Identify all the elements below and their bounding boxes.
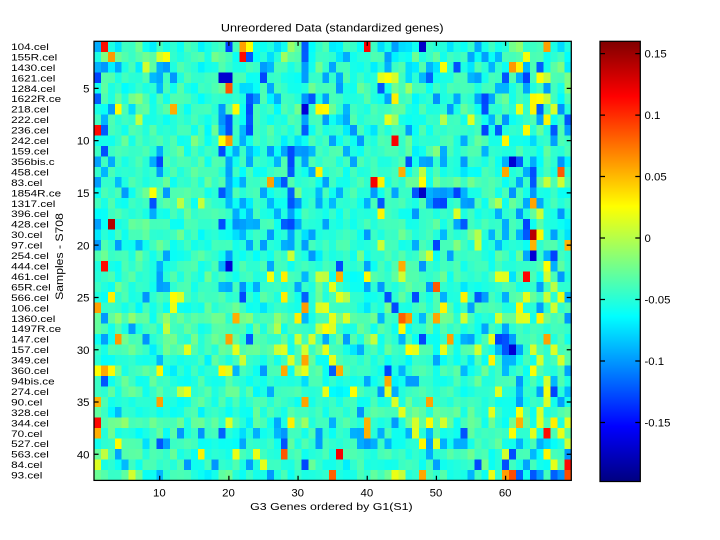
svg-text:242.cel: 242.cel (11, 137, 49, 147)
svg-text:566.cel: 566.cel (11, 294, 49, 304)
svg-text:35: 35 (77, 397, 90, 409)
svg-text:147.cel: 147.cel (11, 336, 49, 346)
svg-text:-0.05: -0.05 (645, 295, 671, 307)
svg-text:94bis.ce: 94bis.ce (11, 378, 55, 388)
svg-text:106.cel: 106.cel (11, 304, 49, 314)
svg-text:218.cel: 218.cel (11, 106, 49, 116)
svg-text:328.cel: 328.cel (11, 409, 49, 419)
svg-text:458.cel: 458.cel (11, 168, 49, 178)
svg-text:1621.cel: 1621.cel (11, 74, 55, 84)
svg-text:25: 25 (77, 293, 90, 305)
svg-text:84.cel: 84.cel (11, 461, 42, 471)
svg-text:70.cel: 70.cel (11, 430, 42, 440)
svg-text:222.cel: 222.cel (11, 116, 49, 126)
svg-text:236.cel: 236.cel (11, 127, 49, 137)
svg-text:Samples - S708: Samples - S708 (54, 213, 66, 300)
svg-text:50: 50 (430, 487, 443, 499)
svg-text:360.cel: 360.cel (11, 367, 49, 377)
svg-text:0: 0 (645, 233, 651, 245)
svg-text:527.cel: 527.cel (11, 440, 49, 450)
svg-text:30: 30 (77, 345, 90, 357)
svg-text:1497R.ce: 1497R.ce (11, 325, 61, 335)
svg-text:444.cel: 444.cel (11, 263, 49, 273)
svg-text:155R.cel: 155R.cel (11, 53, 57, 63)
svg-text:G3 Genes ordered by G1(S1): G3 Genes ordered by G1(S1) (250, 502, 413, 513)
svg-text:40: 40 (77, 449, 90, 461)
svg-text:40: 40 (361, 487, 374, 499)
svg-text:396.cel: 396.cel (11, 210, 49, 220)
svg-text:0.15: 0.15 (645, 49, 667, 61)
svg-text:157.cel: 157.cel (11, 346, 49, 356)
svg-text:159.cel: 159.cel (11, 148, 49, 158)
svg-text:-0.1: -0.1 (645, 356, 665, 368)
svg-text:0.05: 0.05 (645, 172, 667, 184)
svg-text:1360.cel: 1360.cel (11, 315, 55, 325)
svg-text:30.cel: 30.cel (11, 231, 42, 241)
svg-text:254.cel: 254.cel (11, 252, 49, 262)
svg-text:90.cel: 90.cel (11, 398, 42, 408)
svg-text:30: 30 (291, 487, 304, 499)
svg-text:5: 5 (83, 83, 89, 95)
svg-text:60: 60 (499, 487, 512, 499)
svg-text:10: 10 (77, 136, 90, 148)
svg-text:10: 10 (153, 487, 166, 499)
svg-text:20: 20 (77, 240, 90, 252)
svg-text:1284.cel: 1284.cel (11, 85, 55, 95)
svg-text:461.cel: 461.cel (11, 273, 49, 283)
svg-text:274.cel: 274.cel (11, 388, 49, 398)
svg-text:0.1: 0.1 (645, 110, 661, 122)
svg-text:15: 15 (77, 188, 90, 200)
svg-text:428.cel: 428.cel (11, 221, 49, 231)
svg-text:1854R.ce: 1854R.ce (11, 189, 61, 199)
svg-text:356bis.c: 356bis.c (11, 158, 55, 168)
svg-text:1317.cel: 1317.cel (11, 200, 55, 210)
svg-text:Unreordered Data (standardized: Unreordered Data (standardized genes) (221, 22, 444, 34)
svg-text:97.cel: 97.cel (11, 242, 42, 252)
svg-text:65R.cel: 65R.cel (11, 283, 51, 293)
svg-text:20: 20 (222, 487, 235, 499)
svg-text:93.cel: 93.cel (11, 472, 42, 482)
svg-text:1622R.ce: 1622R.ce (11, 95, 61, 105)
svg-text:563.cel: 563.cel (11, 451, 49, 461)
svg-text:-0.15: -0.15 (645, 418, 671, 430)
svg-text:349.cel: 349.cel (11, 357, 49, 367)
svg-text:104.cel: 104.cel (11, 43, 49, 53)
svg-text:344.cel: 344.cel (11, 419, 49, 429)
svg-text:83.cel: 83.cel (11, 179, 42, 189)
svg-text:1430.cel: 1430.cel (11, 64, 55, 74)
